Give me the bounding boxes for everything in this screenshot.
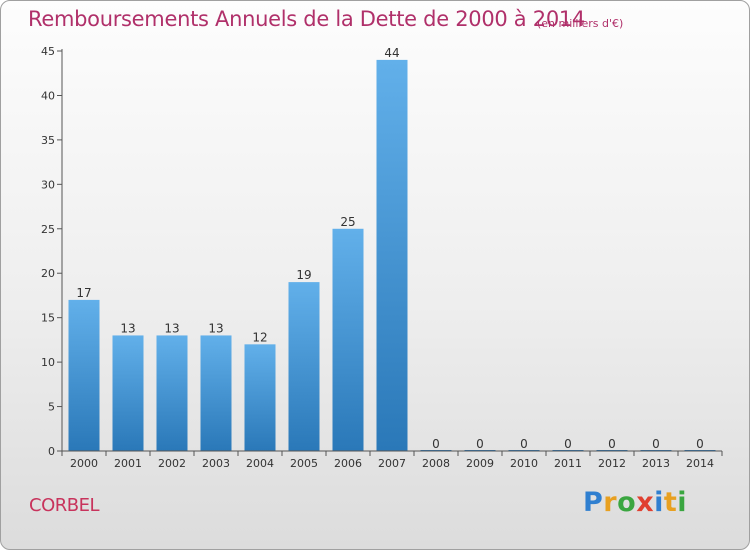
- data-label: 19: [296, 268, 311, 282]
- y-tick-label: 40: [41, 89, 55, 102]
- logo-letter: o: [617, 487, 637, 518]
- data-label: 0: [520, 437, 528, 451]
- y-tick-label: 30: [41, 178, 55, 191]
- x-tick-label: 2005: [290, 457, 318, 470]
- y-tick-label: 35: [41, 134, 55, 147]
- x-tick-label: 2006: [334, 457, 362, 470]
- x-tick-label: 2012: [598, 457, 626, 470]
- bar-2002: [156, 335, 188, 451]
- y-tick-label: 0: [48, 445, 55, 458]
- data-label: 0: [476, 437, 484, 451]
- logo-letter: t: [663, 487, 678, 518]
- y-tick-label: 10: [41, 356, 55, 369]
- proxiti-logo: Proxiti: [583, 487, 687, 518]
- logo-letter: P: [583, 487, 604, 518]
- logo-letter: r: [603, 487, 618, 518]
- x-tick-label: 2004: [246, 457, 274, 470]
- data-label: 12: [252, 330, 267, 344]
- commune-name: CORBEL: [29, 495, 100, 516]
- x-tick-label: 2009: [466, 457, 494, 470]
- x-tick-label: 2011: [554, 457, 582, 470]
- bar-2006: [332, 228, 364, 451]
- data-label: 13: [120, 321, 135, 335]
- logo-letter: i: [677, 487, 688, 518]
- x-tick-label: 2000: [70, 457, 98, 470]
- x-tick-label: 2001: [114, 457, 142, 470]
- bar-2007: [376, 59, 408, 452]
- bar-2000: [68, 299, 100, 451]
- y-tick-label: 20: [41, 267, 55, 280]
- data-label: 0: [564, 437, 572, 451]
- bar-2004: [244, 344, 276, 451]
- data-label: 13: [164, 321, 179, 335]
- y-tick-label: 25: [41, 223, 55, 236]
- data-label: 13: [208, 321, 223, 335]
- x-tick-label: 2007: [378, 457, 406, 470]
- data-label: 0: [432, 437, 440, 451]
- logo-letter: i: [654, 487, 664, 518]
- bar-2001: [112, 335, 144, 451]
- logo-letter: x: [636, 487, 655, 518]
- x-tick-label: 2002: [158, 457, 186, 470]
- chart-subtitle: (en milliers d'€): [537, 17, 624, 30]
- chart-title: Remboursements Annuels de la Dette de 20…: [28, 7, 585, 31]
- data-label: 0: [652, 437, 660, 451]
- y-tick-label: 45: [41, 45, 55, 58]
- x-tick-label: 2013: [642, 457, 670, 470]
- data-label: 44: [384, 46, 399, 60]
- x-tick-label: 2003: [202, 457, 230, 470]
- bar-2005: [288, 282, 320, 451]
- y-tick-label: 15: [41, 312, 55, 325]
- x-tick-label: 2010: [510, 457, 538, 470]
- data-label: 0: [696, 437, 704, 451]
- x-tick-label: 2008: [422, 457, 450, 470]
- data-label: 0: [608, 437, 616, 451]
- bar-2003: [200, 335, 232, 451]
- y-tick-label: 5: [48, 401, 55, 414]
- data-label: 17: [76, 286, 91, 300]
- x-tick-label: 2014: [686, 457, 714, 470]
- data-label: 25: [340, 215, 355, 229]
